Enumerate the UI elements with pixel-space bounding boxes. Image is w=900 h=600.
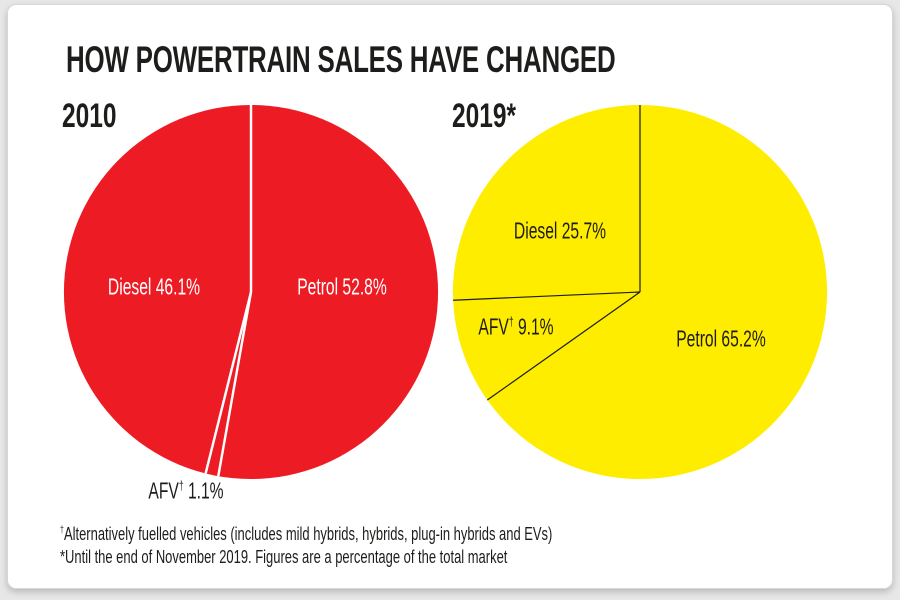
pie-2010-label-petrol: Petrol 52.8% [297, 273, 387, 300]
pie-chart-2010 [63, 104, 439, 480]
pie-2010-label-diesel: Diesel 46.1% [107, 273, 201, 300]
chart-stage: HOW POWERTRAIN SALES HAVE CHANGED 2010 2… [8, 5, 892, 588]
year-label-2010: 2010 [62, 97, 117, 135]
slice-divider [204, 291, 253, 474]
pie-2019-label-diesel: Diesel 25.7% [513, 217, 607, 244]
pie-2010-label-afv: AFV† 1.1% [148, 477, 224, 504]
pie-chart-2019 [452, 104, 828, 480]
infographic-card: HOW POWERTRAIN SALES HAVE CHANGED 2010 2… [7, 4, 893, 589]
pie-2019-label-afv: AFV† 9.1% [478, 313, 554, 340]
footnote-asterisk: *Until the end of November 2019. Figures… [60, 547, 508, 567]
chart-title: HOW POWERTRAIN SALES HAVE CHANGED [66, 39, 616, 80]
slice-divider [486, 291, 641, 401]
slice-divider [217, 291, 253, 477]
footnote-dagger: †Alternatively fuelled vehicles (include… [60, 524, 553, 544]
footnotes: †Alternatively fuelled vehicles (include… [60, 523, 552, 569]
pie-2019-label-petrol: Petrol 65.2% [676, 325, 766, 352]
slice-divider [453, 291, 641, 301]
year-label-2019: 2019* [452, 97, 516, 135]
